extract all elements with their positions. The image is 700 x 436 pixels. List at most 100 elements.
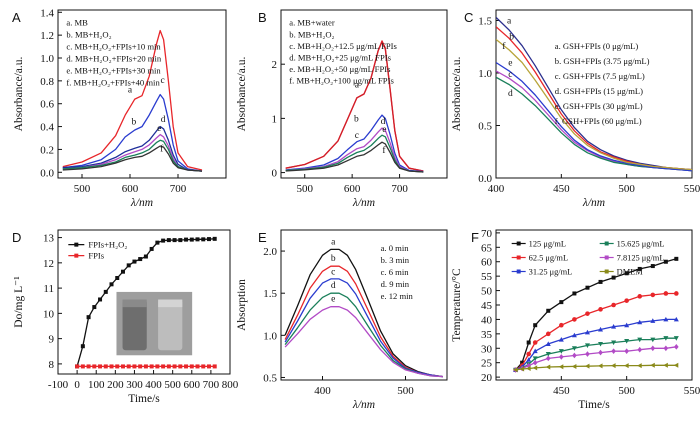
x-tick-label: 450: [553, 183, 570, 195]
y-tick-label: 45: [481, 300, 493, 312]
data-point: [545, 364, 551, 370]
data-point: [571, 332, 577, 338]
series-line-1: [284, 248, 443, 378]
data-point: [663, 345, 669, 352]
y-tick-label: 0.2: [40, 144, 54, 156]
data-point: [120, 269, 125, 274]
panel-b: B 500 600 700 0 1 2 λ/nm Absorbance/a.u. a bc def a.…: [236, 9, 448, 209]
data-point: [674, 291, 679, 296]
y-tick-label: 1.0: [263, 330, 277, 342]
data-point: [161, 238, 166, 243]
data-point: [611, 348, 616, 354]
data-point: [559, 322, 564, 328]
data-point: [526, 351, 531, 357]
curve-label: f: [502, 41, 506, 52]
data-point: [126, 263, 131, 268]
data-point: [585, 285, 590, 290]
panel-letter: B: [258, 10, 267, 25]
y-tick-label: 40: [481, 314, 493, 326]
legend-entry: FPIs+H₂O₂: [88, 240, 127, 250]
x-axis-title: λ/nm: [352, 399, 375, 411]
data-point: [559, 354, 564, 360]
data-point: [120, 364, 125, 369]
data-point: [189, 237, 194, 242]
panel-a: A 500 600 700 0.0 0.2 0.4 0.6 0.8 1.0 1.2 1.4 λ/nm Ab…: [12, 7, 227, 209]
x-tick-label: 500: [74, 183, 91, 195]
data-point: [143, 254, 148, 259]
legend-entry: 7.8125 μg/mL: [617, 254, 665, 263]
curve-label: c: [161, 76, 165, 86]
curve-label: a: [355, 80, 360, 90]
data-point: [178, 238, 183, 243]
data-point: [611, 302, 616, 308]
legend-entry: e. GSH+FPIs (30 μg/mL): [555, 101, 643, 111]
series-line-5: [496, 61, 692, 172]
data-point: [75, 364, 80, 369]
data-point: [637, 337, 643, 343]
data-point: [584, 329, 590, 335]
x-tick-label: 600: [122, 183, 139, 195]
data-point: [611, 340, 617, 346]
y-tick-label: 1.2: [40, 30, 54, 42]
legend-entry: 15.625 μg/mL: [617, 240, 665, 249]
curve-label: d: [508, 89, 513, 99]
curve-label: f: [160, 144, 164, 155]
data-point: [663, 291, 669, 296]
legend-entry: d. MB+H₂O₂+FPIs+20 min: [66, 54, 161, 64]
data-point: [92, 364, 97, 369]
data-point: [149, 246, 154, 251]
data-point: [149, 364, 154, 369]
panel-letter: F: [471, 230, 479, 245]
data-point: [80, 364, 85, 369]
series-line-2: [285, 41, 424, 172]
x-tick-label: 800: [222, 379, 239, 391]
data-point: [663, 362, 668, 368]
data-point: [172, 238, 177, 243]
data-point: [624, 363, 629, 369]
data-point: [611, 363, 616, 369]
data-point: [637, 363, 642, 369]
data-point: [206, 364, 211, 369]
x-tick-label: 0: [74, 379, 80, 391]
series-line-5: [285, 134, 424, 173]
legend-entry: 125 μg/mL: [529, 240, 566, 249]
data-point: [585, 311, 590, 316]
data-point: [212, 364, 217, 369]
data-point: [663, 259, 668, 264]
data-point: [674, 344, 679, 350]
data-point: [558, 364, 564, 370]
data-point: [526, 357, 532, 362]
legend-entry: a. 0 min: [381, 243, 410, 253]
y-tick-label: 0.0: [40, 167, 54, 179]
legend-entry: a. MB+water: [289, 18, 335, 28]
plot-frame: [495, 9, 693, 179]
y-tick-label: 50: [481, 286, 493, 298]
y-tick-label: 25: [481, 358, 493, 370]
y-tick-label: 2.0: [263, 246, 277, 258]
data-point: [663, 316, 669, 322]
curve-label: b: [131, 117, 136, 127]
curve-label: d: [161, 115, 166, 125]
data-point: [109, 282, 114, 287]
x-tick-label: -100: [48, 379, 69, 391]
data-point: [650, 292, 656, 298]
x-tick-label: 100: [88, 379, 105, 391]
data-point: [611, 324, 617, 329]
y-tick-label: 70: [481, 228, 493, 240]
legend-marker: [516, 269, 521, 274]
data-point: [545, 331, 551, 337]
data-point: [650, 345, 656, 352]
legend-marker: [74, 253, 79, 258]
y-tick-label: 1.5: [263, 288, 277, 300]
curve-label: c: [355, 131, 359, 141]
plot-frame: [57, 9, 227, 179]
y-tick-label: 2: [272, 59, 278, 71]
data-point: [637, 266, 642, 271]
data-point: [663, 336, 669, 341]
legend-entry: d. MB+H₂O₂+25 μg/mL FPIs: [289, 53, 391, 63]
legend-entry: e. 12 min: [381, 291, 414, 301]
legend-entry: d. GSH+FPIs (15 μg/mL): [555, 86, 643, 96]
curve-label: a: [507, 17, 512, 27]
